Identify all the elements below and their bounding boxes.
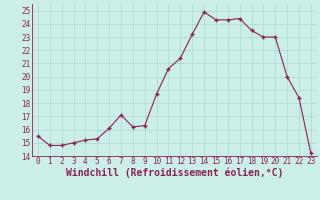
X-axis label: Windchill (Refroidissement éolien,°C): Windchill (Refroidissement éolien,°C)	[66, 168, 283, 178]
